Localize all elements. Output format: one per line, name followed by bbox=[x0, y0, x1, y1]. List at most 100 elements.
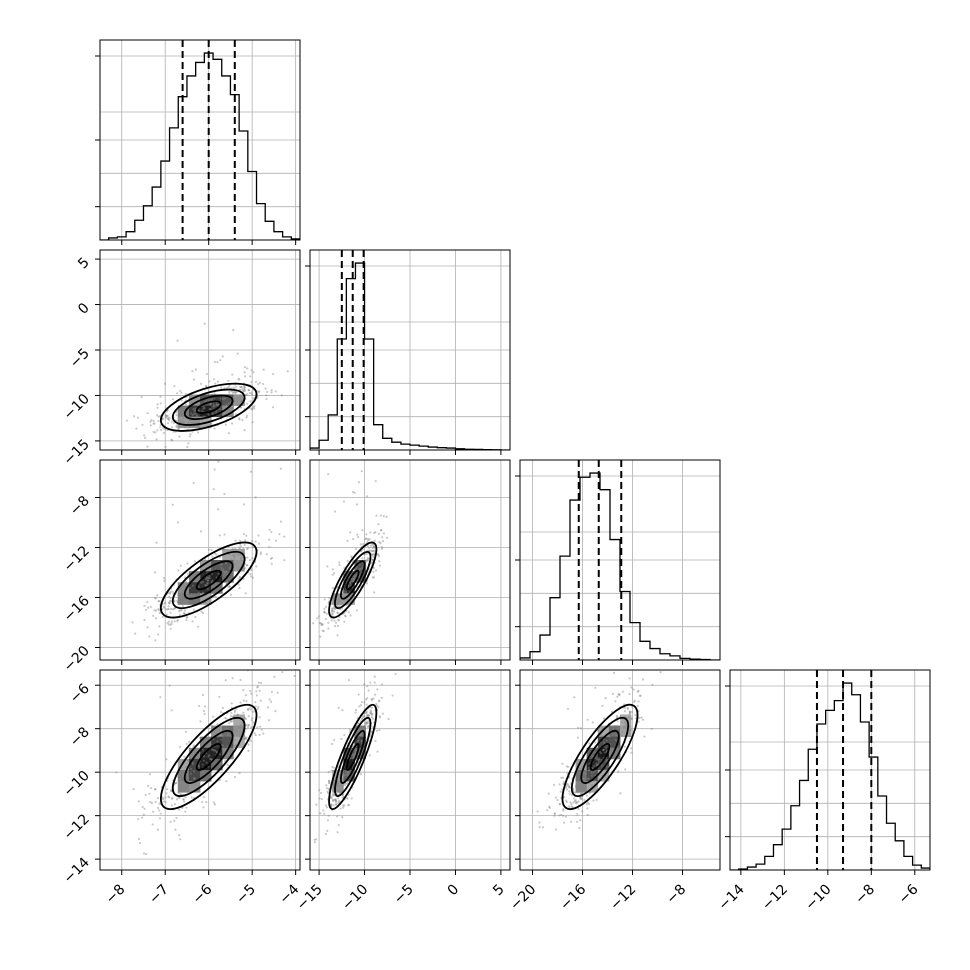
scatter-point bbox=[227, 409, 230, 412]
scatter-point bbox=[338, 790, 341, 793]
scatter-point bbox=[354, 547, 358, 550]
scatter-point bbox=[242, 389, 245, 393]
scatter-point bbox=[250, 692, 253, 695]
scatter-point bbox=[183, 585, 186, 588]
scatter-point bbox=[235, 627, 237, 629]
scatter-point bbox=[255, 565, 258, 568]
scatter-point bbox=[161, 418, 164, 421]
scatter-point bbox=[207, 576, 210, 580]
scatter-point bbox=[256, 685, 259, 688]
density-cell bbox=[177, 582, 190, 594]
scatter-point bbox=[372, 544, 376, 547]
scatter-point bbox=[144, 436, 147, 439]
scatter-point bbox=[201, 771, 204, 774]
scatter-point bbox=[176, 339, 179, 342]
scatter-point bbox=[181, 410, 185, 414]
scatter-point bbox=[259, 552, 262, 556]
scatter-point bbox=[370, 698, 373, 701]
contour-2 bbox=[171, 550, 246, 610]
scatter-point bbox=[634, 713, 637, 717]
scatter-point bbox=[323, 607, 326, 610]
scatter-point bbox=[243, 567, 247, 570]
scatter-point bbox=[346, 559, 349, 562]
scatter-point bbox=[575, 820, 579, 823]
scatter-point bbox=[215, 403, 218, 406]
scatter-point bbox=[355, 573, 358, 576]
scatter-point bbox=[333, 738, 336, 741]
scatter-point bbox=[272, 372, 275, 376]
scatter-point bbox=[246, 402, 249, 405]
scatter-point bbox=[167, 607, 170, 611]
scatter-point bbox=[356, 559, 360, 562]
scatter-point bbox=[231, 677, 234, 680]
scatter-point bbox=[131, 621, 134, 624]
scatter-point bbox=[370, 713, 374, 716]
scatter-point bbox=[354, 567, 357, 570]
density-cell bbox=[188, 405, 201, 418]
scatter-point bbox=[327, 779, 331, 782]
scatter-point bbox=[327, 787, 331, 790]
scatter-point bbox=[162, 605, 165, 608]
scatter-point bbox=[182, 415, 185, 418]
scatter-point bbox=[355, 609, 358, 612]
scatter-point bbox=[219, 762, 222, 765]
scatter-point bbox=[152, 430, 155, 434]
scatter-point bbox=[212, 404, 215, 407]
scatter-point bbox=[218, 695, 221, 698]
scatter-point bbox=[176, 620, 179, 623]
scatter-point bbox=[572, 801, 575, 804]
scatter-point bbox=[376, 553, 379, 556]
scatter-point bbox=[209, 758, 212, 761]
scatter-point bbox=[201, 611, 205, 615]
scatter-point bbox=[190, 796, 193, 799]
scatter-point bbox=[360, 739, 363, 742]
scatter-point bbox=[630, 686, 633, 689]
scatter-point bbox=[184, 766, 188, 769]
scatter-point bbox=[559, 790, 562, 793]
scatter-point bbox=[216, 740, 219, 743]
scatter-point bbox=[378, 555, 381, 558]
x-tick-label: −6 bbox=[896, 881, 922, 907]
scatter-point bbox=[206, 579, 210, 582]
scatter-point bbox=[334, 798, 337, 801]
scatter-point bbox=[235, 390, 238, 394]
scatter-point bbox=[366, 557, 369, 560]
scatter-point bbox=[249, 726, 253, 729]
scatter-point bbox=[179, 564, 182, 567]
scatter-point bbox=[222, 608, 224, 610]
scatter-point bbox=[343, 589, 346, 592]
scatter-point bbox=[164, 415, 167, 418]
scatter-point bbox=[193, 409, 196, 412]
scatter-point bbox=[177, 416, 180, 419]
scatter-point bbox=[579, 767, 582, 770]
scatter-point bbox=[328, 597, 331, 600]
scatter-point bbox=[587, 766, 591, 769]
scatter-point bbox=[183, 755, 186, 758]
scatter-point bbox=[344, 770, 348, 773]
scatter-point bbox=[166, 788, 169, 791]
density-cell bbox=[211, 394, 223, 406]
scatter-point bbox=[257, 542, 260, 545]
scatter-point bbox=[180, 420, 183, 423]
scatter-point bbox=[349, 614, 352, 617]
scatter-point bbox=[265, 397, 268, 400]
scatter-point bbox=[163, 602, 166, 605]
x-tick-label: −14 bbox=[715, 881, 747, 913]
scatter-point bbox=[186, 615, 189, 619]
scatter-point bbox=[226, 728, 229, 731]
density-cell bbox=[586, 747, 599, 760]
density-cell bbox=[211, 736, 223, 749]
scatter-point bbox=[369, 544, 372, 547]
scatter-point bbox=[325, 612, 328, 615]
scatter-point bbox=[206, 579, 209, 582]
scatter-point bbox=[365, 552, 368, 556]
scatter-point bbox=[630, 747, 633, 750]
scatter-point bbox=[148, 635, 151, 638]
scatter-point bbox=[330, 607, 334, 610]
scatter-point bbox=[193, 412, 196, 415]
scatter-point bbox=[245, 416, 248, 419]
scatter-point bbox=[240, 558, 243, 562]
scatter-point bbox=[170, 420, 173, 423]
scatter-point bbox=[372, 553, 375, 556]
density-cell bbox=[200, 405, 212, 418]
